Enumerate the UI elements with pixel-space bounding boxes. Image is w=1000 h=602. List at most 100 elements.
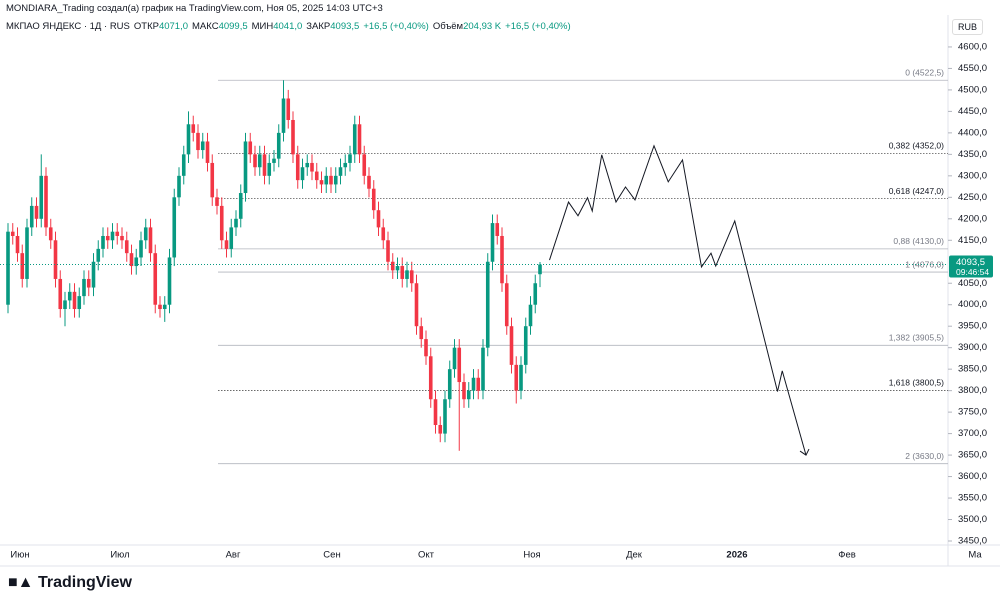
symbol: МКПАО ЯНДЕКС · 1Д · RUS bbox=[6, 21, 130, 32]
y-tick-label: 4250,0 bbox=[958, 192, 987, 203]
candle-body bbox=[291, 119, 295, 155]
x-tick-label: Июл bbox=[110, 550, 129, 561]
candle-body bbox=[34, 205, 39, 219]
candle-body bbox=[186, 124, 191, 155]
ohlc-label: МАКС bbox=[192, 21, 219, 32]
candle-body bbox=[234, 218, 238, 228]
candle-body bbox=[238, 193, 243, 219]
candle-body bbox=[96, 248, 101, 262]
volume: 204,93 K bbox=[463, 21, 502, 32]
fib-label: 0 (4522,5) bbox=[905, 67, 944, 77]
candle-body bbox=[124, 240, 129, 254]
candle-body bbox=[533, 283, 538, 305]
y-tick-label: 4000,0 bbox=[958, 299, 987, 310]
candle-body bbox=[44, 175, 48, 228]
last-price-time: 09:46:54 bbox=[956, 267, 989, 277]
x-tick-label: Сен bbox=[323, 550, 340, 561]
credit: MONDIARA_Trading создал(а) график на Tra… bbox=[6, 3, 383, 14]
candle-body bbox=[424, 339, 428, 357]
candle-body bbox=[67, 291, 72, 301]
x-tick-label: Окт bbox=[418, 550, 435, 561]
candle-body bbox=[110, 231, 115, 241]
candle-body bbox=[224, 240, 229, 249]
ohlc: МАКС4099,5 bbox=[192, 21, 248, 32]
candle-body bbox=[414, 283, 419, 327]
candle-body bbox=[300, 167, 305, 181]
candle-body bbox=[53, 240, 58, 279]
ohlc: МИН4041,0 bbox=[252, 21, 303, 32]
candle-body bbox=[77, 296, 82, 310]
legend: МКПАО ЯНДЕКС · 1Д · RUS ОТКР4071,0 МАКС4… bbox=[6, 21, 571, 32]
candle-body bbox=[428, 356, 433, 400]
ohlc-value: 4071,0 bbox=[158, 21, 189, 32]
y-tick-label: 4350,0 bbox=[958, 149, 987, 160]
candle-body bbox=[134, 257, 139, 267]
candle-body bbox=[314, 171, 319, 181]
candle-body bbox=[25, 227, 29, 279]
candle-body bbox=[400, 266, 405, 279]
candle-body bbox=[162, 304, 167, 310]
candle-body bbox=[82, 278, 86, 297]
candle-body bbox=[538, 264, 542, 275]
candle-body bbox=[438, 425, 443, 434]
candle-body bbox=[452, 347, 457, 370]
candle-body bbox=[196, 132, 200, 151]
candle-body bbox=[191, 124, 196, 133]
ohlc-value: 4099,5 bbox=[218, 21, 248, 32]
candle-body bbox=[167, 257, 172, 305]
arrow-head bbox=[799, 448, 810, 456]
candle-body bbox=[229, 227, 234, 249]
candle-body bbox=[177, 175, 181, 198]
y-tick-label: 3550,0 bbox=[958, 493, 987, 504]
candle-body bbox=[48, 227, 53, 241]
candle-body bbox=[91, 261, 96, 288]
y-tick-label: 3450,0 bbox=[958, 536, 987, 547]
fib-label: 1,382 (3905,5) bbox=[889, 333, 944, 343]
volume-label: Объём bbox=[432, 21, 464, 32]
y-tick-label: 3700,0 bbox=[958, 428, 987, 439]
candle-body bbox=[39, 175, 44, 219]
x-tick-label: Фев bbox=[838, 550, 856, 561]
volume-change: +16,5 (+0,40%) bbox=[505, 21, 571, 32]
candle-body bbox=[139, 240, 143, 258]
candle-body bbox=[10, 231, 15, 236]
candle-body bbox=[305, 162, 310, 168]
candle-body bbox=[381, 227, 386, 241]
candle-body bbox=[466, 390, 471, 400]
currency[interactable]: RUB bbox=[952, 19, 984, 35]
candle-body bbox=[253, 154, 257, 168]
last-price-tag bbox=[949, 255, 993, 278]
y-tick-label: 4400,0 bbox=[958, 127, 987, 138]
ohlc-value: 4093,5 bbox=[330, 21, 360, 32]
candle-body bbox=[158, 304, 162, 310]
candle-body bbox=[371, 188, 376, 211]
candle-body bbox=[276, 132, 281, 159]
y-tick-label: 3850,0 bbox=[958, 364, 987, 375]
candle-body bbox=[72, 291, 77, 310]
candle-body bbox=[443, 399, 447, 434]
candle-body bbox=[120, 235, 124, 241]
candle-body bbox=[181, 154, 186, 176]
candle-body bbox=[476, 377, 481, 391]
y-tick-label: 4450,0 bbox=[958, 106, 987, 117]
candle-body bbox=[457, 347, 462, 383]
brand-logo[interactable]: ■▲ TradingView bbox=[8, 574, 132, 591]
candle-body bbox=[6, 231, 10, 305]
candle-body bbox=[352, 124, 357, 155]
candle-body bbox=[333, 175, 338, 185]
projection-line bbox=[549, 144, 807, 456]
candle-body bbox=[272, 158, 276, 163]
candle-body bbox=[58, 278, 63, 310]
fib-label: 0,382 (4352,0) bbox=[889, 141, 944, 151]
candle-body bbox=[143, 227, 148, 241]
candle-body bbox=[386, 240, 390, 262]
candle-body bbox=[215, 197, 219, 206]
candle-body bbox=[148, 227, 153, 254]
x-tick-label: 2026 bbox=[726, 550, 747, 561]
candle-body bbox=[485, 261, 490, 348]
candle-body bbox=[153, 253, 158, 305]
y-tick-label: 4500,0 bbox=[958, 84, 987, 95]
candle-body bbox=[105, 235, 110, 241]
